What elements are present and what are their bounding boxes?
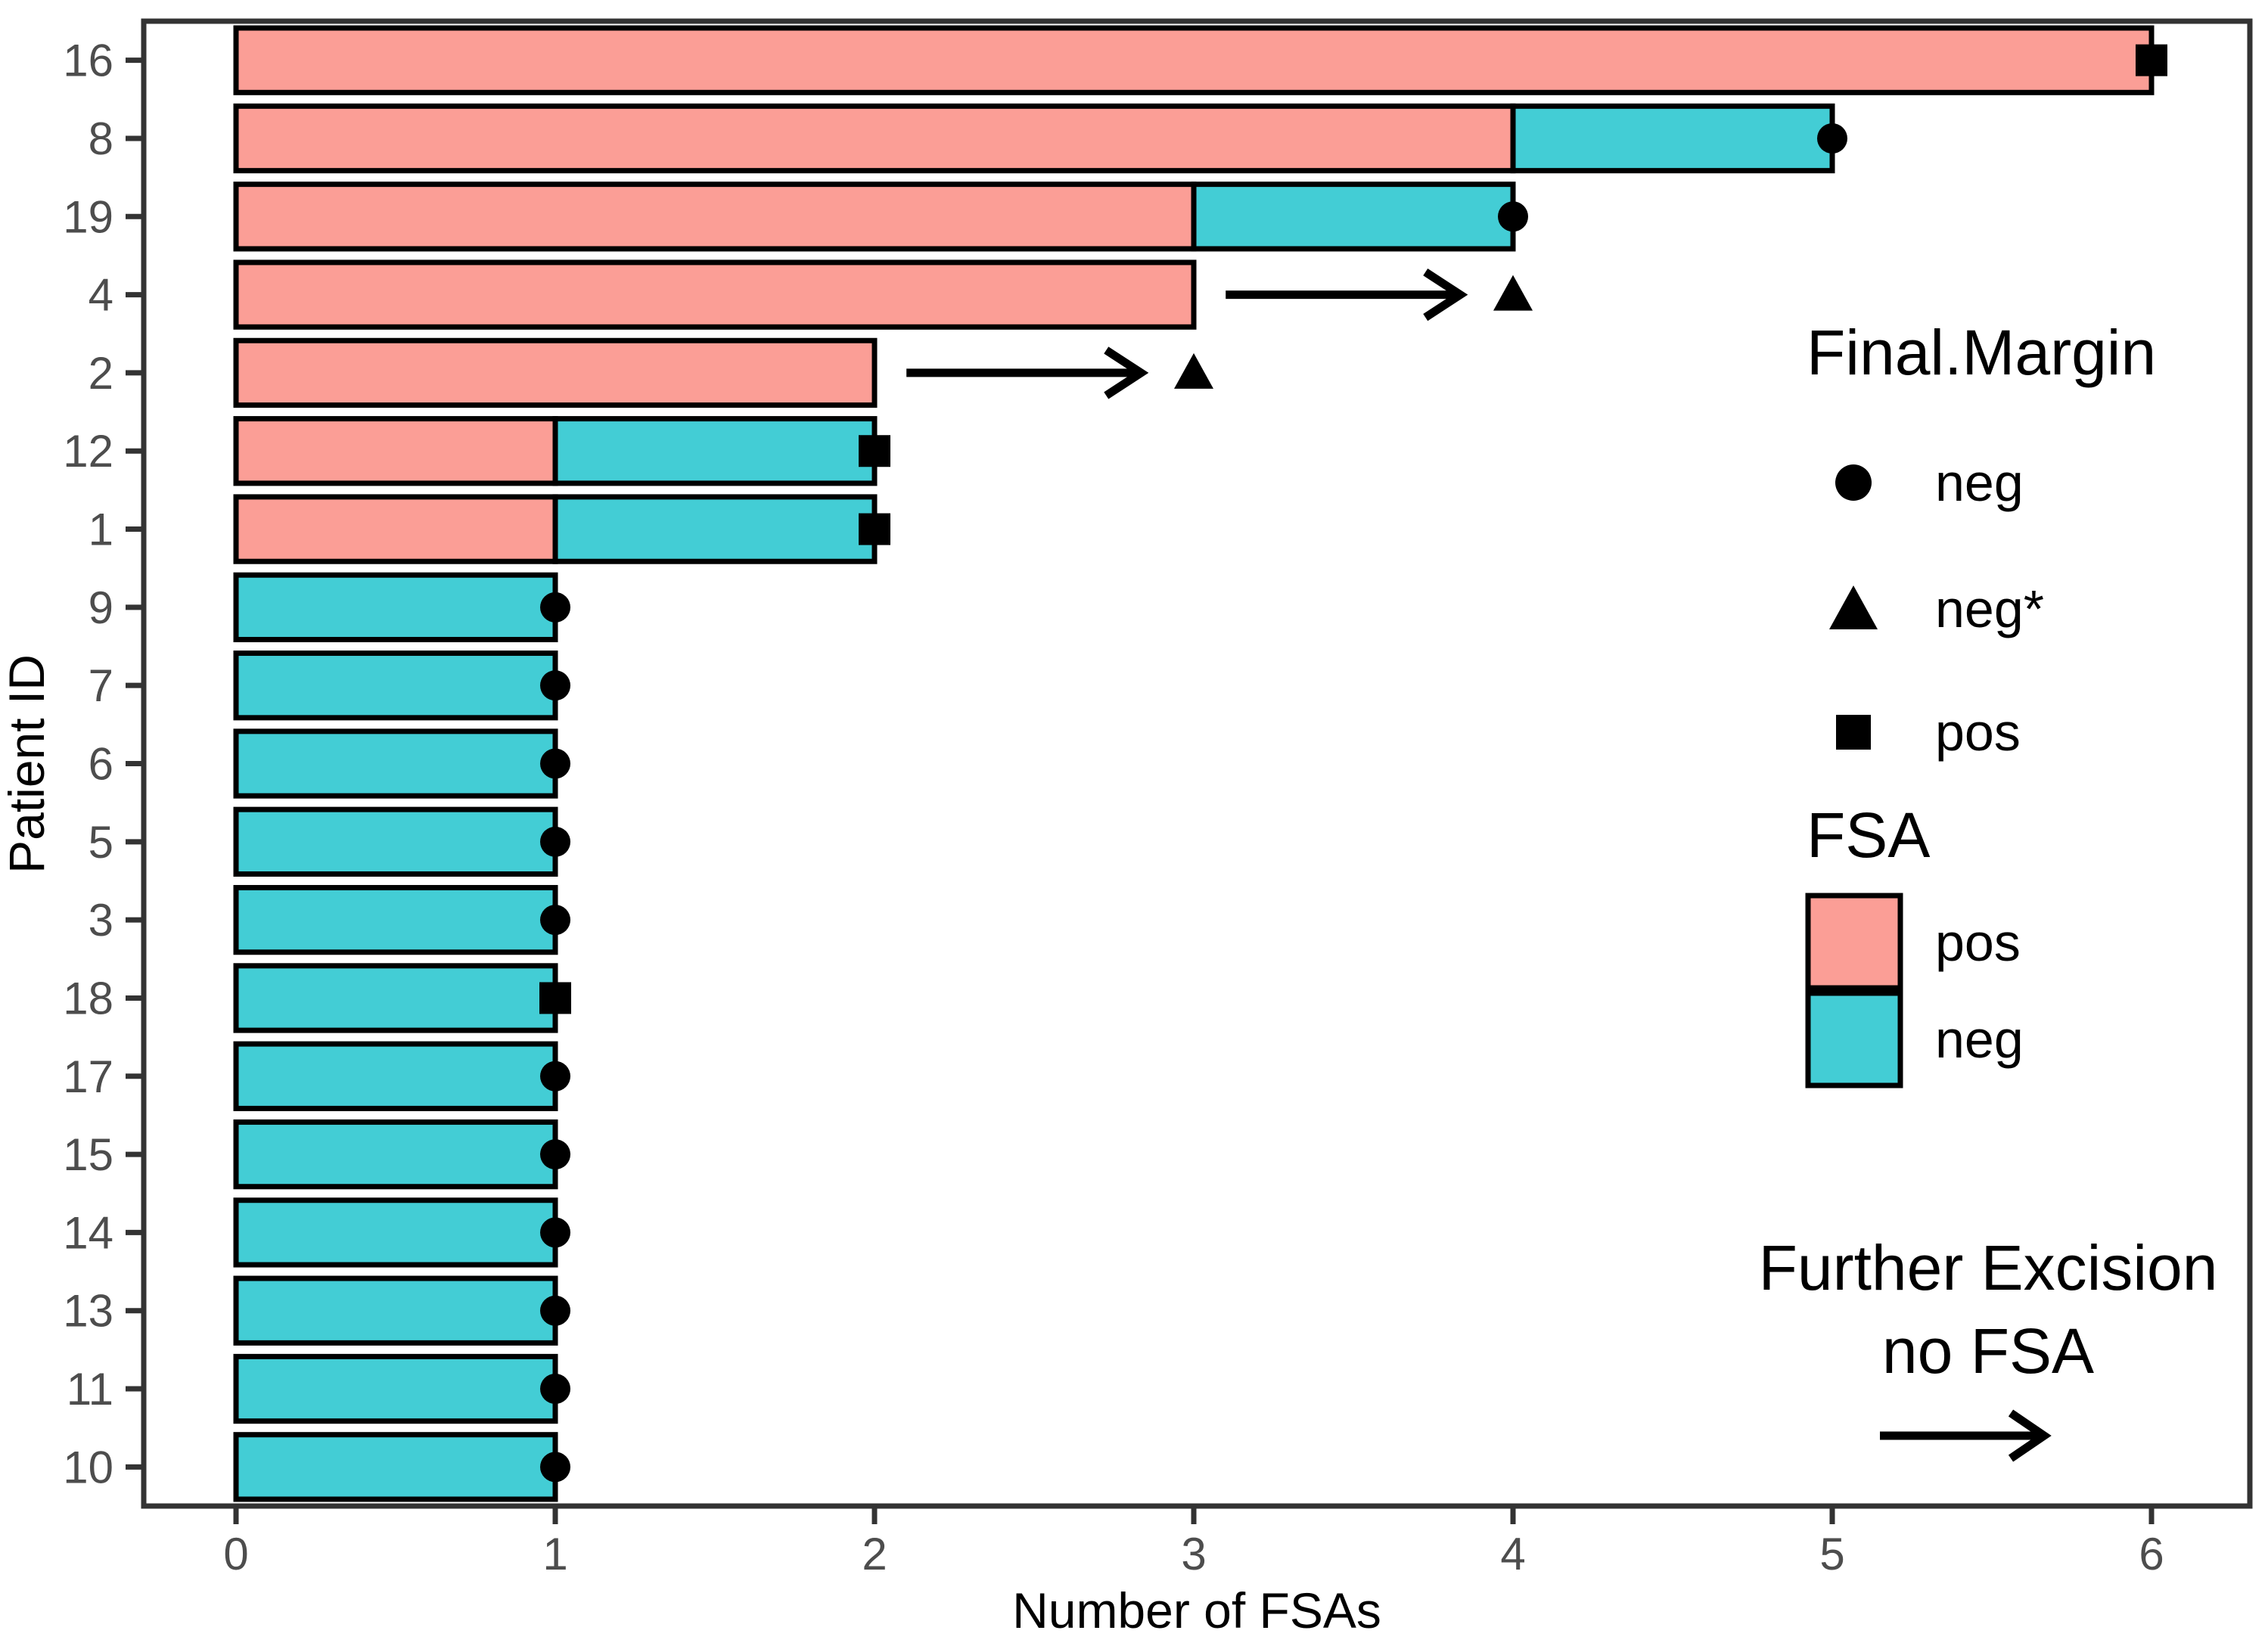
arrows-layer bbox=[906, 268, 1468, 399]
final-margin-marker-triangle bbox=[1493, 275, 1533, 311]
x-tick-label: 0 bbox=[223, 1529, 248, 1579]
y-tick-label: 13 bbox=[63, 1286, 113, 1337]
bar-segment-neg bbox=[233, 728, 558, 799]
x-tick-label: 1 bbox=[542, 1529, 567, 1579]
y-tick-label: 12 bbox=[63, 426, 113, 477]
final-margin-marker-circle bbox=[1817, 123, 1847, 154]
final-margin-marker-circle bbox=[540, 826, 570, 857]
bar-segment-pos bbox=[233, 25, 2155, 95]
y-tick-label: 10 bbox=[63, 1442, 113, 1492]
final-margin-marker-circle bbox=[540, 1139, 570, 1170]
y-tick-label: 8 bbox=[89, 113, 113, 164]
bar-segment-neg bbox=[552, 494, 878, 564]
legend-fsa: FSA pos neg bbox=[1805, 800, 2024, 1088]
legend-final-margin: Final.Margin neg neg* pos bbox=[1807, 317, 2156, 762]
legend-triangle-icon bbox=[1829, 585, 1878, 629]
bar-segment-neg bbox=[1191, 182, 1516, 252]
bar-segment-neg bbox=[233, 806, 558, 877]
bars-layer bbox=[233, 25, 2155, 1502]
bar-segment-neg bbox=[233, 1353, 558, 1424]
bar-segment-pos bbox=[233, 494, 558, 564]
final-margin-marker-square bbox=[539, 982, 571, 1014]
y-tick-label: 9 bbox=[89, 582, 113, 633]
final-margin-marker-circle bbox=[540, 592, 570, 623]
y-tick-label: 6 bbox=[89, 739, 113, 790]
y-tick-label: 18 bbox=[63, 973, 113, 1023]
final-margin-marker-circle bbox=[540, 1061, 570, 1092]
legend-fsa-title: FSA bbox=[1807, 800, 1930, 871]
bar-segment-pos bbox=[233, 103, 1516, 174]
y-tick-label: 14 bbox=[63, 1207, 113, 1258]
legend-swatch-neg bbox=[1805, 990, 1903, 1088]
further-excision-arrowhead bbox=[1104, 346, 1149, 399]
x-axis-title: Number of FSAs bbox=[1012, 1582, 1381, 1638]
bar-segment-neg bbox=[233, 572, 558, 643]
markers-layer bbox=[539, 44, 2167, 1483]
y-tick-label: 1 bbox=[89, 505, 113, 555]
y-tick-label: 7 bbox=[89, 660, 113, 711]
final-margin-marker-triangle bbox=[1174, 352, 1213, 389]
final-margin-marker-circle bbox=[540, 1217, 570, 1248]
x-tick-label: 5 bbox=[1819, 1529, 1844, 1579]
final-margin-marker-circle bbox=[540, 748, 570, 779]
final-margin-marker-square bbox=[859, 435, 890, 467]
further-excision-arrowhead bbox=[1423, 268, 1468, 321]
y-tick-label: 3 bbox=[89, 895, 113, 946]
y-tick-label: 5 bbox=[89, 817, 113, 868]
legend-item-pos-label: pos bbox=[1935, 703, 2021, 762]
y-axis-title: Patient ID bbox=[0, 654, 54, 874]
x-tick-label: 2 bbox=[862, 1529, 887, 1579]
final-margin-marker-circle bbox=[540, 1374, 570, 1405]
bar-segment-neg bbox=[233, 1041, 558, 1111]
bar-segment-neg bbox=[233, 963, 558, 1033]
legend-further-excision: Further Excision no FSA bbox=[1759, 1232, 2218, 1462]
y-tick-label: 19 bbox=[63, 191, 113, 242]
legend-fsa-neg-label: neg bbox=[1935, 1010, 2024, 1069]
y-tick-label: 17 bbox=[63, 1051, 113, 1102]
x-tick-label: 6 bbox=[2139, 1529, 2164, 1579]
bar-segment-neg bbox=[552, 416, 878, 486]
legend-circle-icon bbox=[1835, 464, 1872, 501]
legend-final-margin-title: Final.Margin bbox=[1807, 317, 2156, 388]
bar-segment-neg bbox=[1510, 103, 1835, 174]
x-axis: 0 1 2 3 4 5 6 bbox=[223, 1506, 2164, 1579]
bar-segment-neg bbox=[233, 651, 558, 721]
final-margin-marker-circle bbox=[540, 670, 570, 701]
legend-further-excision-line2: no FSA bbox=[1882, 1315, 2094, 1387]
y-tick-label: 4 bbox=[89, 270, 113, 321]
bar-segment-neg bbox=[233, 1432, 558, 1502]
y-tick-label: 2 bbox=[89, 348, 113, 399]
final-margin-marker-circle bbox=[540, 1452, 570, 1483]
bar-segment-pos bbox=[233, 182, 1197, 252]
bar-segment-neg bbox=[233, 1197, 558, 1268]
legend-arrow-icon bbox=[1880, 1409, 2052, 1462]
legend-item-negstar-label: neg* bbox=[1935, 579, 2044, 638]
x-tick-label: 3 bbox=[1181, 1529, 1206, 1579]
final-margin-marker-circle bbox=[540, 1295, 570, 1326]
bar-segment-neg bbox=[233, 1119, 558, 1190]
final-margin-marker-circle bbox=[1498, 201, 1528, 232]
y-tick-label: 11 bbox=[67, 1364, 113, 1415]
bar-segment-neg bbox=[233, 1275, 558, 1346]
legend-further-excision-line1: Further Excision bbox=[1759, 1232, 2218, 1303]
y-tick-label: 16 bbox=[63, 36, 113, 86]
legend-square-icon bbox=[1836, 715, 1871, 750]
bar-segment-pos bbox=[233, 416, 558, 486]
y-tick-label: 15 bbox=[63, 1129, 113, 1180]
bar-segment-pos bbox=[233, 337, 878, 408]
legend-item-neg-label: neg bbox=[1935, 453, 2024, 512]
final-margin-marker-square bbox=[2136, 44, 2167, 76]
bar-segment-pos bbox=[233, 259, 1197, 330]
x-tick-label: 4 bbox=[1500, 1529, 1525, 1579]
legend-fsa-pos-label: pos bbox=[1935, 913, 2021, 972]
legend-swatch-pos bbox=[1805, 893, 1903, 991]
final-margin-marker-circle bbox=[540, 905, 570, 936]
final-margin-marker-square bbox=[859, 513, 890, 545]
bar-segment-neg bbox=[233, 884, 558, 955]
